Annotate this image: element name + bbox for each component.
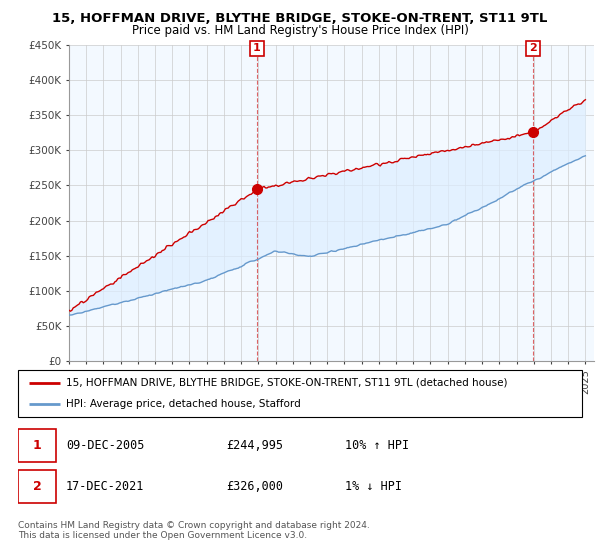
FancyBboxPatch shape xyxy=(18,370,582,417)
Text: 17-DEC-2021: 17-DEC-2021 xyxy=(66,480,145,493)
Text: 2: 2 xyxy=(33,480,41,493)
Text: £326,000: £326,000 xyxy=(227,480,284,493)
Text: HPI: Average price, detached house, Stafford: HPI: Average price, detached house, Staf… xyxy=(66,399,301,409)
FancyBboxPatch shape xyxy=(18,429,56,462)
Text: £244,995: £244,995 xyxy=(227,439,284,452)
Text: 15, HOFFMAN DRIVE, BLYTHE BRIDGE, STOKE-ON-TRENT, ST11 9TL (detached house): 15, HOFFMAN DRIVE, BLYTHE BRIDGE, STOKE-… xyxy=(66,378,508,388)
Text: Contains HM Land Registry data © Crown copyright and database right 2024.
This d: Contains HM Land Registry data © Crown c… xyxy=(18,521,370,540)
Text: 2: 2 xyxy=(529,43,537,53)
Text: 15, HOFFMAN DRIVE, BLYTHE BRIDGE, STOKE-ON-TRENT, ST11 9TL: 15, HOFFMAN DRIVE, BLYTHE BRIDGE, STOKE-… xyxy=(52,12,548,25)
Text: 1: 1 xyxy=(33,439,41,452)
Text: 10% ↑ HPI: 10% ↑ HPI xyxy=(345,439,409,452)
Text: Price paid vs. HM Land Registry's House Price Index (HPI): Price paid vs. HM Land Registry's House … xyxy=(131,24,469,36)
Text: 1% ↓ HPI: 1% ↓ HPI xyxy=(345,480,402,493)
Text: 1: 1 xyxy=(253,43,261,53)
Text: 09-DEC-2005: 09-DEC-2005 xyxy=(66,439,145,452)
FancyBboxPatch shape xyxy=(18,470,56,503)
